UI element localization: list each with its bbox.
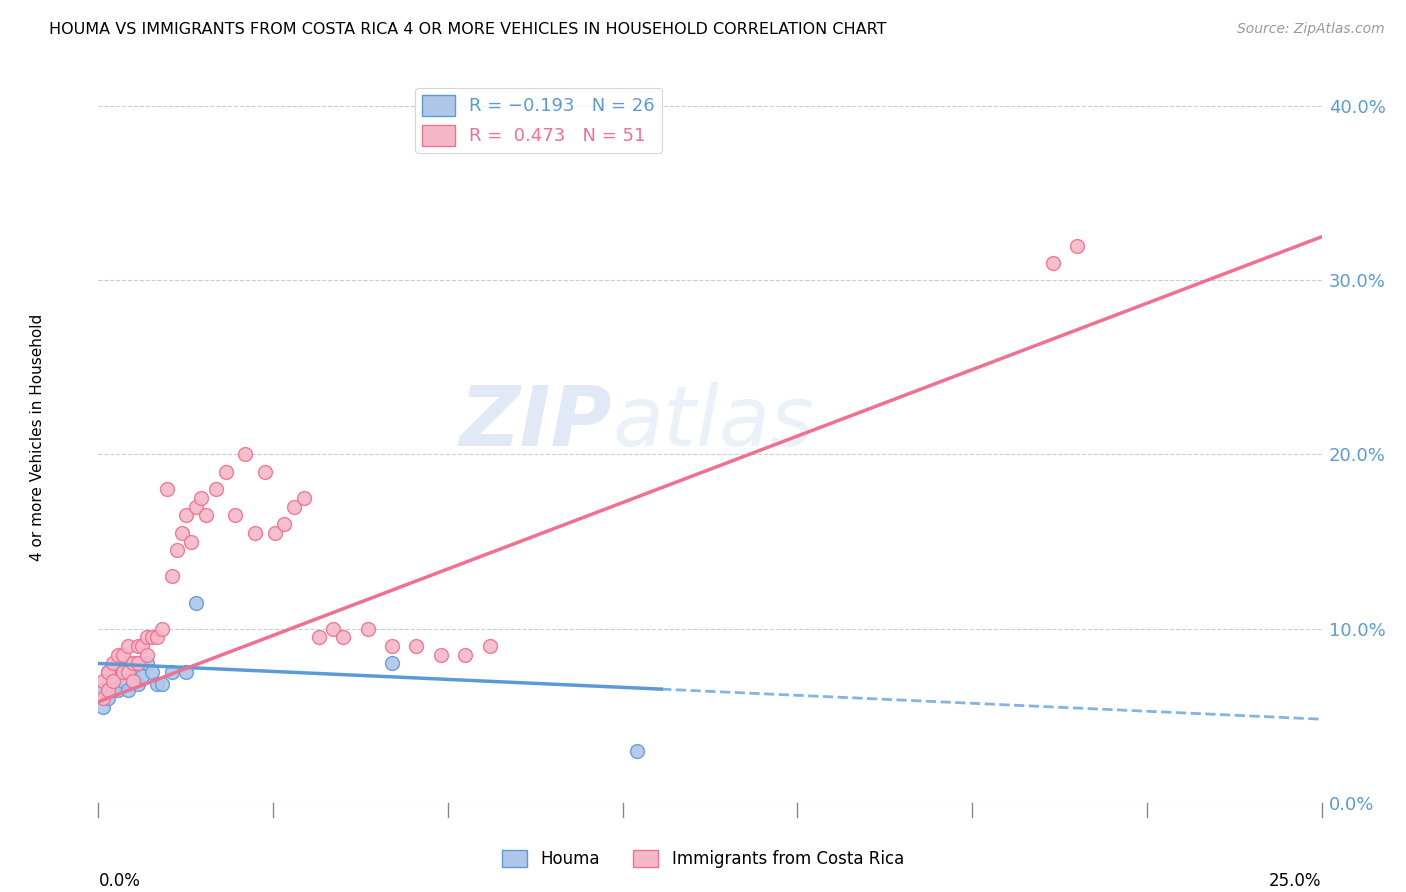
Point [127, 657, 149, 671]
Point [308, 631, 330, 645]
Point [136, 631, 159, 645]
Point [117, 682, 139, 697]
Point [224, 508, 246, 523]
Point [263, 525, 285, 540]
Point [107, 682, 129, 697]
Point [1066, 238, 1088, 252]
Point [170, 525, 193, 540]
Point [127, 657, 149, 671]
Point [91, 673, 114, 688]
Point [454, 648, 477, 662]
Point [332, 631, 354, 645]
Text: 4 or more Vehicles in Household: 4 or more Vehicles in Household [30, 313, 45, 561]
Point [91, 700, 114, 714]
Point [136, 648, 159, 662]
Point [186, 500, 208, 514]
Point [430, 648, 453, 662]
Point [186, 595, 208, 609]
Point [111, 665, 134, 680]
Point [356, 622, 378, 636]
Point [131, 668, 153, 682]
Text: 0.0%: 0.0% [98, 872, 141, 890]
Point [117, 657, 139, 671]
Point [117, 639, 139, 653]
Text: Source: ZipAtlas.com: Source: ZipAtlas.com [1237, 22, 1385, 37]
Point [111, 648, 134, 662]
Point [233, 448, 256, 462]
Point [121, 673, 143, 688]
Point [121, 657, 143, 671]
Text: 25.0%: 25.0% [1270, 872, 1322, 890]
Point [283, 500, 305, 514]
Point [150, 677, 173, 691]
Point [273, 517, 295, 532]
Point [127, 677, 149, 691]
Point [381, 657, 404, 671]
Point [1042, 256, 1064, 270]
Text: ZIP: ZIP [460, 382, 612, 463]
Point [381, 639, 404, 653]
Point [107, 657, 129, 671]
Point [101, 682, 124, 697]
Point [101, 657, 124, 671]
Point [405, 639, 427, 653]
Point [131, 639, 153, 653]
Point [180, 534, 202, 549]
Point [478, 639, 501, 653]
Point [243, 525, 266, 540]
Point [160, 665, 183, 680]
Point [117, 665, 139, 680]
Point [97, 665, 120, 680]
Point [91, 691, 114, 706]
Point [101, 673, 124, 688]
Point [141, 631, 163, 645]
Point [127, 639, 149, 653]
Point [146, 631, 169, 645]
Point [190, 491, 212, 505]
Point [121, 673, 143, 688]
Point [141, 665, 163, 680]
Point [97, 691, 120, 706]
Text: atlas: atlas [612, 382, 814, 463]
Point [214, 465, 236, 479]
Point [97, 665, 120, 680]
Point [176, 665, 198, 680]
Point [146, 677, 169, 691]
Point [111, 673, 134, 688]
Point [322, 622, 344, 636]
Point [101, 673, 124, 688]
Point [156, 483, 179, 497]
Point [160, 569, 183, 583]
Text: HOUMA VS IMMIGRANTS FROM COSTA RICA 4 OR MORE VEHICLES IN HOUSEHOLD CORRELATION : HOUMA VS IMMIGRANTS FROM COSTA RICA 4 OR… [49, 22, 887, 37]
Point [97, 682, 120, 697]
Point [176, 508, 198, 523]
Point [195, 508, 218, 523]
Legend: Houma, Immigrants from Costa Rica: Houma, Immigrants from Costa Rica [495, 843, 911, 875]
Point [111, 665, 134, 680]
Point [253, 465, 276, 479]
Point [292, 491, 315, 505]
Point [150, 622, 173, 636]
Point [136, 657, 159, 671]
Point [107, 648, 129, 662]
Point [205, 483, 228, 497]
Legend: R = −0.193   N = 26, R =  0.473   N = 51: R = −0.193 N = 26, R = 0.473 N = 51 [415, 87, 662, 153]
Point [121, 665, 143, 680]
Point [91, 682, 114, 697]
Point [626, 743, 648, 757]
Point [166, 543, 188, 558]
